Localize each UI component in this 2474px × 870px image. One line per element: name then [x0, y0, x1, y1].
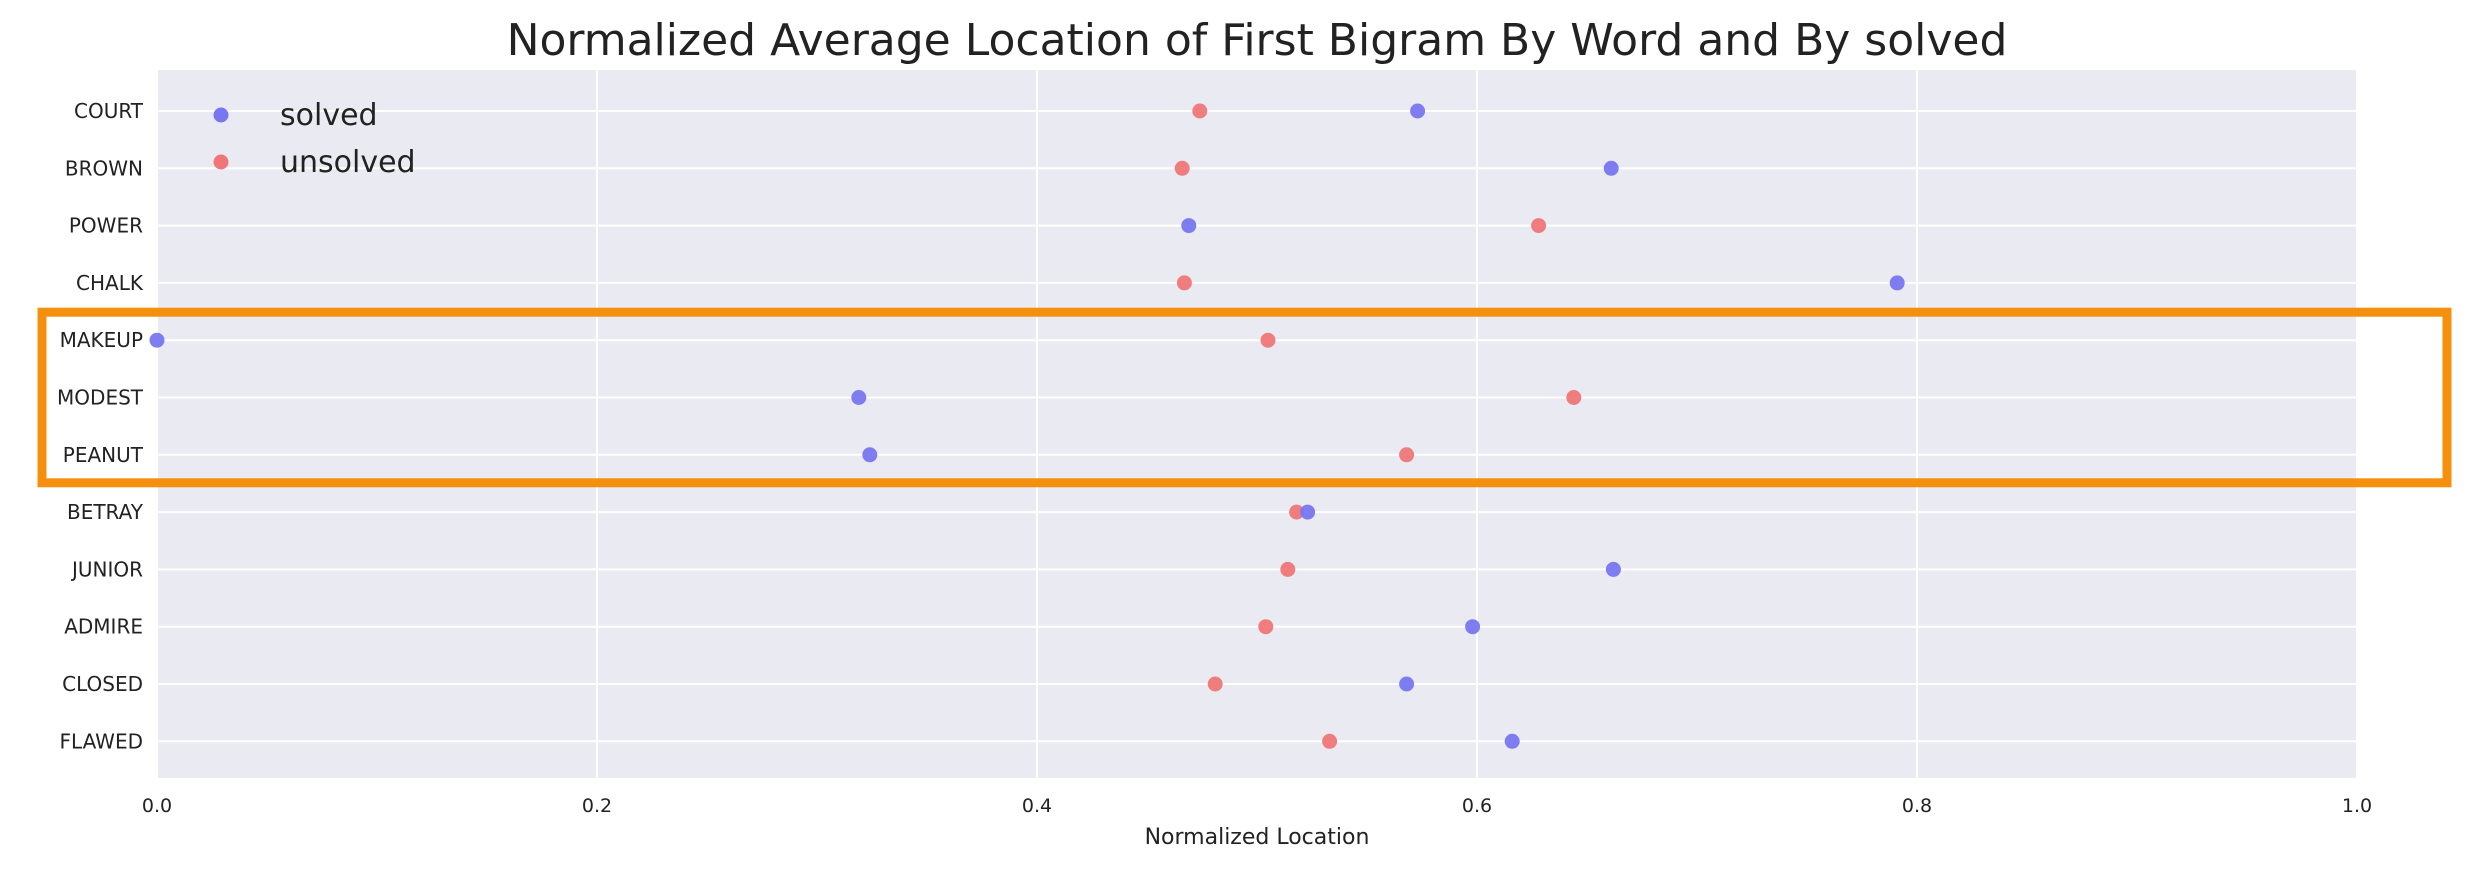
y-tick-label: FLAWED [59, 729, 143, 753]
x-tick-label: 0.0 [142, 795, 172, 817]
point-unsolved-chalk [1176, 275, 1192, 291]
point-solved-junior [1605, 561, 1621, 577]
highlight-box [37, 307, 2452, 488]
x-tick-label: 1.0 [2342, 795, 2372, 817]
point-solved-peanut [862, 447, 878, 463]
x-axis-label: Normalized Location [1145, 825, 1370, 850]
point-unsolved-admire [1258, 619, 1274, 635]
point-solved-chalk [1889, 275, 1905, 291]
y-tick-labels: COURT BROWN POWER CHALK MAKEUP MODEST PEANUT BE… [57, 99, 144, 753]
point-solved-court [1410, 103, 1426, 119]
legend: solved unsolved [213, 98, 416, 180]
point-solved-flawed [1504, 733, 1520, 749]
data-points [149, 103, 1905, 749]
y-tick-label: CLOSED [62, 672, 143, 696]
point-unsolved-closed [1207, 676, 1223, 692]
point-unsolved-flawed [1322, 733, 1338, 749]
point-solved-brown [1603, 160, 1619, 176]
x-tick-label: 0.6 [1462, 795, 1492, 817]
legend-label-solved: solved [280, 98, 378, 133]
point-solved-power [1181, 218, 1197, 234]
point-unsolved-peanut [1399, 447, 1415, 463]
legend-label-unsolved: unsolved [280, 145, 416, 180]
point-unsolved-modest [1566, 390, 1582, 405]
point-unsolved-brown [1174, 160, 1190, 176]
y-tick-label: JUNIOR [70, 557, 143, 581]
y-tick-label: COURT [74, 99, 144, 123]
point-solved-betray [1300, 504, 1316, 520]
point-unsolved-betray [1289, 504, 1305, 520]
y-tick-label: ADMIRE [64, 615, 143, 639]
legend-marker-unsolved [213, 154, 229, 170]
y-tick-label: MAKEUP [60, 328, 143, 352]
x-tick-label: 0.8 [1902, 795, 1932, 817]
y-tick-label: CHALK [76, 271, 144, 295]
grid-lines [156, 70, 2358, 778]
point-unsolved-power [1531, 218, 1547, 234]
y-tick-label: BETRAY [67, 500, 144, 524]
point-solved-makeup [149, 332, 165, 348]
y-tick-label: PEANUT [63, 443, 144, 467]
point-unsolved-makeup [1260, 332, 1276, 348]
x-tick-labels: 0.0 0.2 0.4 0.6 0.8 1.0 [142, 795, 2372, 817]
y-tick-label: MODEST [57, 386, 144, 410]
y-tick-label: POWER [69, 214, 143, 238]
point-solved-admire [1465, 619, 1481, 635]
point-solved-closed [1399, 676, 1415, 692]
plot-background [157, 70, 2357, 778]
x-tick-label: 0.4 [1022, 795, 1052, 817]
point-unsolved-court [1192, 103, 1208, 119]
point-unsolved-junior [1280, 561, 1296, 577]
chart-title: Normalized Average Location of First Big… [507, 15, 2008, 66]
y-tick-label: BROWN [65, 156, 143, 180]
legend-marker-solved [213, 107, 229, 123]
x-tick-label: 0.2 [582, 795, 612, 817]
point-solved-modest [851, 390, 867, 405]
